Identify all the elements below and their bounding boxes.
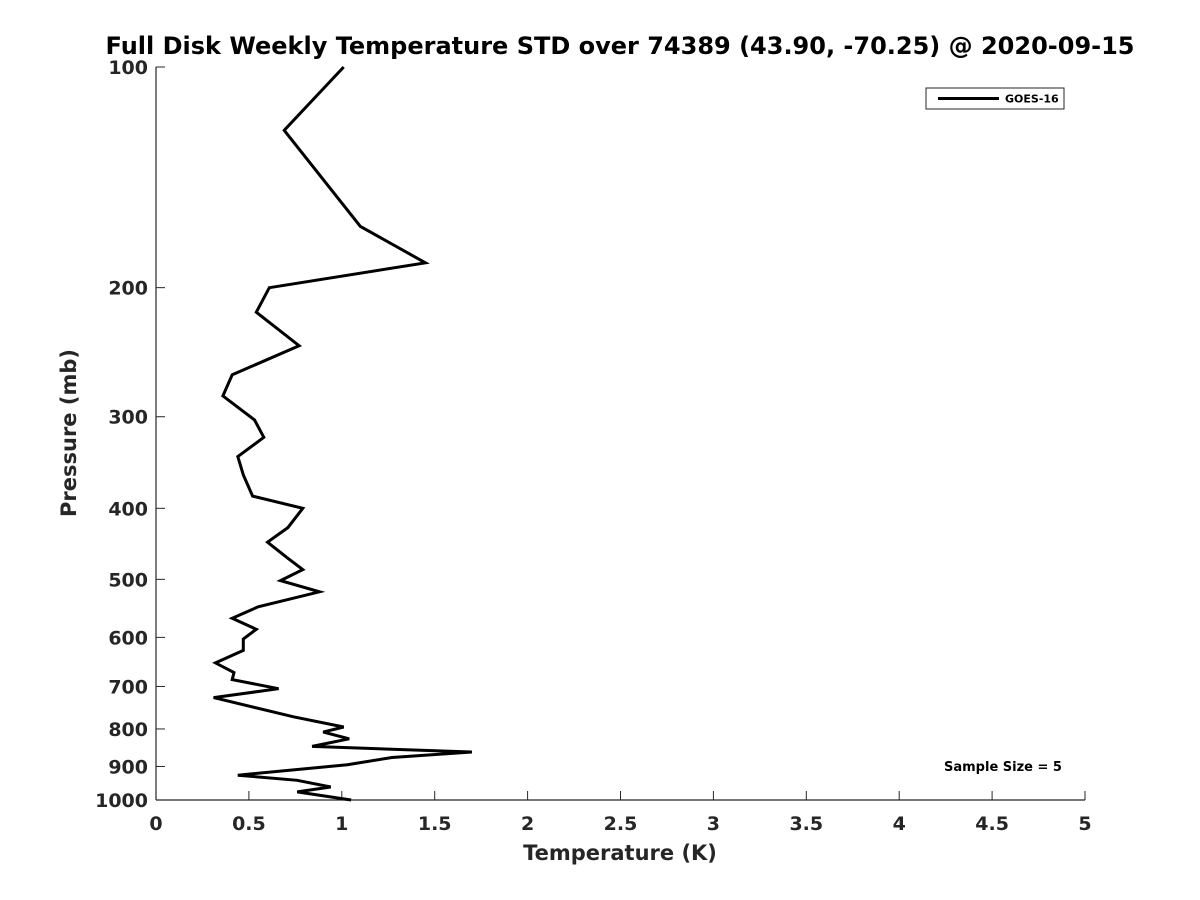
y-tick-label: 1000 xyxy=(95,790,148,812)
x-tick-label: 1 xyxy=(335,813,348,835)
x-tick-label: 0 xyxy=(149,813,162,835)
y-tick-label: 200 xyxy=(108,278,148,300)
series-line-goes-16 xyxy=(212,65,473,802)
y-axis-ticks: 100 200 300 400 500 600 700 800 900 1000 xyxy=(95,57,165,812)
x-tick-label: 2.5 xyxy=(604,813,638,835)
x-tick-label: 0.5 xyxy=(232,813,266,835)
x-axis-ticks: 0 0.5 1 1.5 2 2.5 3 3.5 4 4.5 5 xyxy=(149,791,1092,835)
x-tick-label: 4 xyxy=(893,813,906,835)
legend: GOES-16 xyxy=(925,87,1065,110)
y-tick-label: 600 xyxy=(108,627,148,649)
x-tick-label: 2 xyxy=(521,813,534,835)
x-tick-label: 1.5 xyxy=(418,813,452,835)
y-axis-label: Pressure (mb) xyxy=(57,349,81,517)
x-tick-label: 4.5 xyxy=(975,813,1009,835)
chart-title: Full Disk Weekly Temperature STD over 74… xyxy=(106,32,1135,60)
x-axis-label: Temperature (K) xyxy=(523,841,717,865)
y-tick-label: 700 xyxy=(108,676,148,698)
legend-label-goes-16: GOES-16 xyxy=(1005,93,1059,106)
y-tick-label: 500 xyxy=(108,569,148,591)
x-tick-label: 5 xyxy=(1078,813,1091,835)
axes xyxy=(155,67,1085,801)
y-tick-label: 400 xyxy=(108,498,148,520)
y-tick-label: 300 xyxy=(108,407,148,429)
series-group xyxy=(212,65,473,802)
y-tick-label: 900 xyxy=(108,756,148,778)
x-tick-label: 3 xyxy=(707,813,720,835)
y-tick-label: 100 xyxy=(108,57,148,79)
y-tick-label: 800 xyxy=(108,719,148,741)
x-tick-label: 3.5 xyxy=(789,813,823,835)
sample-size-annotation: Sample Size = 5 xyxy=(944,760,1062,775)
